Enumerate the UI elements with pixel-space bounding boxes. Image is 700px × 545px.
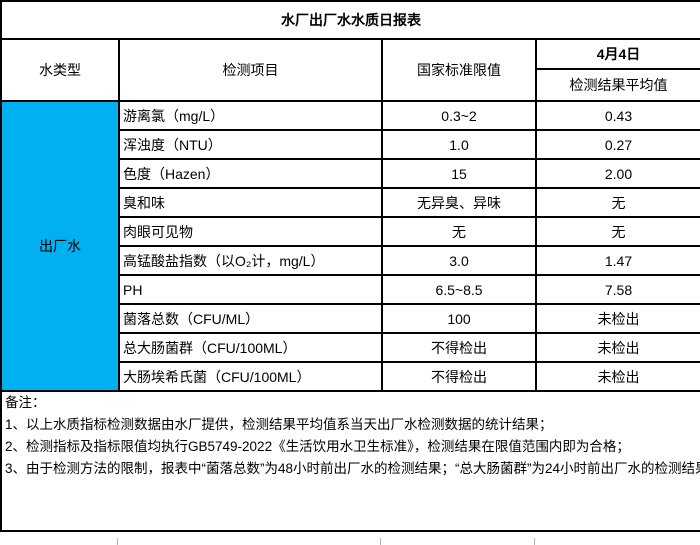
header-row-2: 检测结果平均值 <box>1 68 700 102</box>
header-limit: 国家标准限值 <box>381 38 537 102</box>
table-row: 出厂水 游离氯（mg/L） 0.3~2 0.43 <box>0 100 700 392</box>
result-cell: 7.58 <box>535 274 700 305</box>
note-line-2: 2、检测指标及指标限值均执行GB5749-2022《生活饮用水卫生标准》，检测结… <box>5 439 630 454</box>
table-row: 大肠埃希氏菌（CFU/100ML） 不得检出 未检出 <box>1 361 700 392</box>
limit-cell: 不得检出 <box>381 361 537 392</box>
item-cell: 总大肠菌群（CFU/100ML） <box>118 332 383 363</box>
table-row: 肉眼可见物 无 无 <box>1 216 700 247</box>
table-row: 菌落总数（CFU/ML） 100 未检出 <box>1 303 700 334</box>
table-row: 高锰酸盐指数（以O₂计，mg/L） 3.0 1.47 <box>1 245 700 276</box>
result-cell: 无 <box>535 187 700 218</box>
grid-tick <box>534 538 535 545</box>
table-row: 臭和味 无异臭、异味 无 <box>1 187 700 218</box>
item-cell: PH <box>118 274 383 305</box>
title-row: 水厂出厂水水质日报表 <box>0 0 700 40</box>
limit-cell: 无异臭、异味 <box>381 187 537 218</box>
result-cell: 0.43 <box>535 100 700 131</box>
limit-cell: 不得检出 <box>381 332 537 363</box>
item-cell: 大肠埃希氏菌（CFU/100ML） <box>118 361 383 392</box>
result-cell: 未检出 <box>535 332 700 363</box>
water-type-cell: 出厂水 <box>0 100 120 392</box>
water-quality-table: 水厂出厂水水质日报表 水类型 检测项目 国家标准限值 4月4日 检测结果平均值 … <box>0 0 700 532</box>
limit-cell: 100 <box>381 303 537 334</box>
table-row: PH 6.5~8.5 7.58 <box>1 274 700 305</box>
header-result: 检测结果平均值 <box>535 68 700 102</box>
item-cell: 色度（Hazen） <box>118 158 383 189</box>
item-cell: 肉眼可见物 <box>118 216 383 247</box>
table-row: 色度（Hazen） 15 2.00 <box>1 158 700 189</box>
limit-cell: 1.0 <box>381 129 537 160</box>
limit-cell: 3.0 <box>381 245 537 276</box>
result-cell: 无 <box>535 216 700 247</box>
spreadsheet-grid-strip <box>0 538 700 545</box>
report-title: 水厂出厂水水质日报表 <box>0 0 700 40</box>
header-item: 检测项目 <box>118 38 383 102</box>
limit-cell: 无 <box>381 216 537 247</box>
result-cell: 1.47 <box>535 245 700 276</box>
limit-cell: 0.3~2 <box>381 100 537 131</box>
grid-tick <box>380 538 381 545</box>
limit-cell: 15 <box>381 158 537 189</box>
result-cell: 未检出 <box>535 303 700 334</box>
notes-row: 备注： 1、以上水质指标检测数据由水厂提供，检测结果平均值系当天出厂水检测数据的… <box>0 390 700 532</box>
notes-label: 备注： <box>5 395 46 410</box>
item-cell: 浑浊度（NTU） <box>118 129 383 160</box>
header-water-type: 水类型 <box>0 38 120 102</box>
limit-cell: 6.5~8.5 <box>381 274 537 305</box>
result-cell: 0.27 <box>535 129 700 160</box>
note-line-3: 3、由于检测方法的限制，报表中“菌落总数”为48小时前出厂水的检测结果；“总大肠… <box>5 461 699 476</box>
table-row: 浑浊度（NTU） 1.0 0.27 <box>1 129 700 160</box>
item-cell: 臭和味 <box>118 187 383 218</box>
grid-tick <box>117 538 118 545</box>
header-row-1: 水类型 检测项目 国家标准限值 4月4日 <box>0 38 700 102</box>
result-cell: 2.00 <box>535 158 700 189</box>
item-cell: 菌落总数（CFU/ML） <box>118 303 383 334</box>
item-cell: 高锰酸盐指数（以O₂计，mg/L） <box>118 245 383 276</box>
header-date: 4月4日 <box>535 38 700 70</box>
result-cell: 未检出 <box>535 361 700 392</box>
table-row: 总大肠菌群（CFU/100ML） 不得检出 未检出 <box>1 332 700 363</box>
item-cell: 游离氯（mg/L） <box>118 100 383 131</box>
note-line-1: 1、以上水质指标检测数据由水厂提供，检测结果平均值系当天出厂水检测数据的统计结果… <box>5 417 553 432</box>
notes-block: 备注： 1、以上水质指标检测数据由水厂提供，检测结果平均值系当天出厂水检测数据的… <box>0 390 700 532</box>
